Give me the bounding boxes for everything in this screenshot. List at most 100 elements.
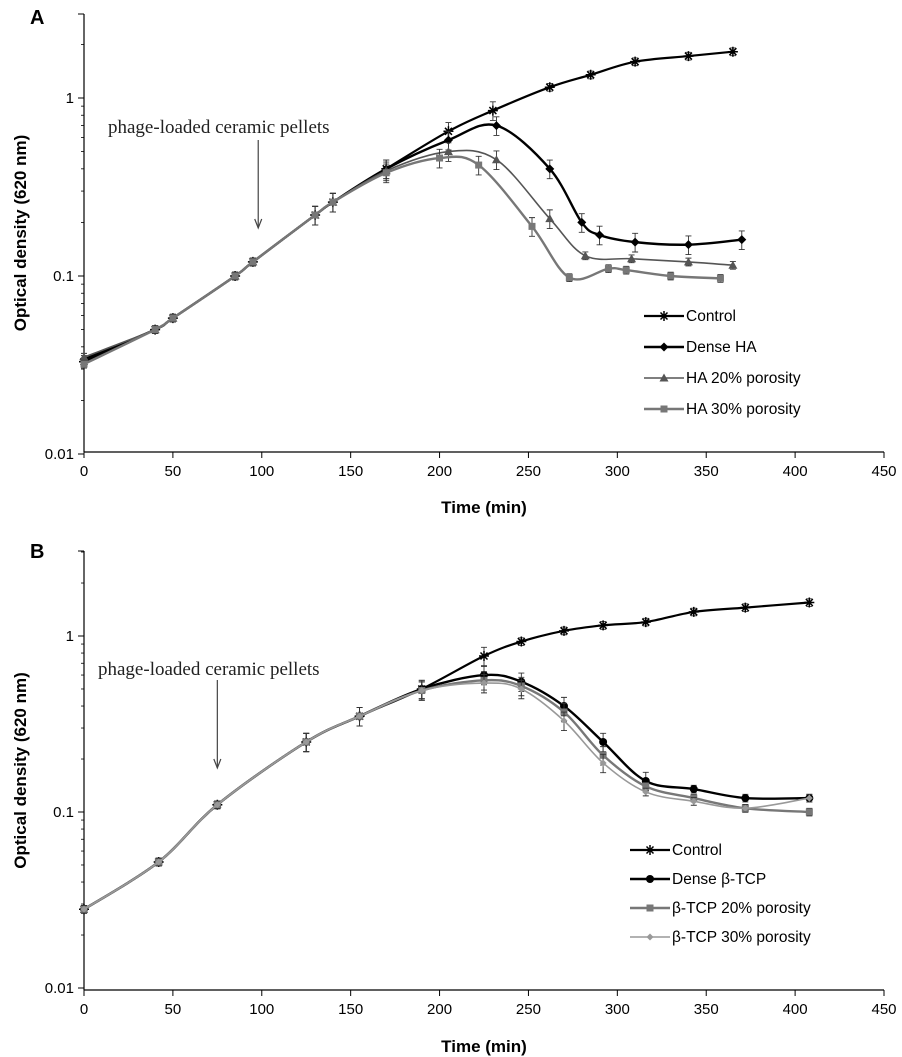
data-point: [740, 602, 751, 613]
legend-entry: β-TCP 30% porosity: [630, 929, 811, 946]
annotation-arrow-head: [254, 218, 263, 230]
data-point: [727, 46, 738, 57]
panel-letter: A: [30, 7, 44, 29]
legend-entry: Dense HA: [644, 339, 757, 356]
x-tick-label: 250: [516, 463, 541, 480]
data-point: [151, 326, 159, 334]
y-tick-label: 1: [66, 628, 74, 645]
x-tick-label: 100: [249, 1001, 274, 1018]
x-tick-label: 300: [605, 463, 630, 480]
y-tick-label: 1: [66, 90, 74, 107]
legend-marker: [659, 342, 669, 352]
data-point: [80, 360, 88, 368]
legend-entry: HA 20% porosity: [644, 370, 801, 387]
series-line: [83, 601, 810, 911]
data-point: [585, 69, 596, 80]
y-tick-label: 0.1: [53, 268, 74, 285]
x-tick-label: 300: [605, 1001, 630, 1018]
y-axis-title: Optical density (620 nm): [11, 135, 30, 332]
data-point: [491, 121, 501, 131]
data-point: [805, 794, 813, 802]
data-point: [443, 147, 453, 156]
legend-entry: Control: [644, 308, 736, 325]
data-point: [599, 759, 607, 767]
panel-a-chart: A 0.01 0.1 1 0 50 100 150 200 250 300 350 400 450 Time…: [11, 7, 897, 517]
panel-letter: B: [30, 541, 44, 563]
legend-entry: β-TCP 20% porosity: [630, 900, 811, 917]
data-point: [480, 679, 488, 687]
data-point: [683, 257, 693, 266]
x-tick-label: 400: [783, 1001, 808, 1018]
data-point: [630, 56, 641, 67]
x-tick-label: 200: [427, 463, 452, 480]
series-1: [79, 46, 738, 367]
data-point: [716, 274, 724, 282]
data-point: [805, 808, 813, 816]
series-4: [80, 673, 813, 914]
data-point: [741, 794, 750, 803]
legend-label: HA 30% porosity: [686, 401, 801, 418]
data-point: [622, 266, 630, 274]
data-point: [642, 788, 650, 796]
data-point: [545, 164, 555, 174]
data-point: [311, 211, 319, 219]
data-point: [249, 258, 257, 266]
x-tick-label: 350: [694, 463, 719, 480]
annotation-text: phage-loaded ceramic pellets: [108, 117, 330, 138]
data-point: [517, 685, 525, 693]
data-point: [683, 51, 694, 62]
x-axis-title: Time (min): [441, 1037, 527, 1056]
data-point: [642, 782, 650, 790]
legend-marker: [659, 373, 669, 382]
x-tick-label: 150: [338, 463, 363, 480]
x-tick-label: 200: [427, 1001, 452, 1018]
x-tick-label: 350: [694, 1001, 719, 1018]
data-point: [737, 235, 747, 245]
data-point: [741, 804, 749, 812]
x-tick-label: 450: [871, 1001, 896, 1018]
data-point: [302, 738, 310, 746]
legend-marker: [659, 311, 669, 321]
data-point: [640, 617, 651, 628]
data-point: [627, 254, 637, 263]
series-line: [83, 50, 733, 363]
data-point: [604, 265, 612, 273]
x-tick-label: 50: [165, 463, 182, 480]
x-tick-label: 50: [165, 1001, 182, 1018]
data-point: [683, 240, 693, 250]
data-point: [155, 858, 163, 866]
data-point: [689, 785, 698, 794]
data-point: [479, 650, 489, 661]
data-point: [475, 161, 483, 169]
data-point: [595, 230, 605, 240]
legend-marker: [646, 875, 654, 883]
panel-b-chart: B 0.01 0.1 1 0 50 100 150 200 250 300 350 400 450 Time…: [11, 541, 897, 1056]
legend-label: β-TCP 20% porosity: [672, 900, 811, 917]
x-tick-label: 100: [249, 463, 274, 480]
data-point: [231, 272, 239, 280]
data-point: [356, 712, 364, 720]
legend-marker: [645, 845, 655, 855]
x-tick-label: 400: [783, 463, 808, 480]
data-point: [213, 801, 221, 809]
data-point: [667, 272, 675, 280]
series-1: [79, 597, 815, 915]
data-point: [436, 154, 444, 162]
data-point: [565, 274, 573, 282]
data-point: [630, 237, 640, 247]
series-line: [83, 149, 733, 358]
legend-marker: [646, 933, 654, 941]
x-axis-title: Time (min): [441, 498, 527, 517]
data-point: [528, 222, 536, 230]
legend-entry: HA 30% porosity: [644, 401, 801, 418]
annotation-arrow-head: [213, 758, 222, 770]
x-tick-label: 0: [80, 1001, 88, 1018]
legend-label: Dense β-TCP: [672, 871, 766, 888]
legend-marker: [646, 904, 654, 912]
data-point: [690, 797, 698, 805]
legend-label: Control: [672, 842, 722, 859]
data-point: [443, 135, 453, 145]
data-point: [516, 636, 527, 647]
data-point: [560, 717, 568, 725]
data-point: [580, 251, 590, 260]
